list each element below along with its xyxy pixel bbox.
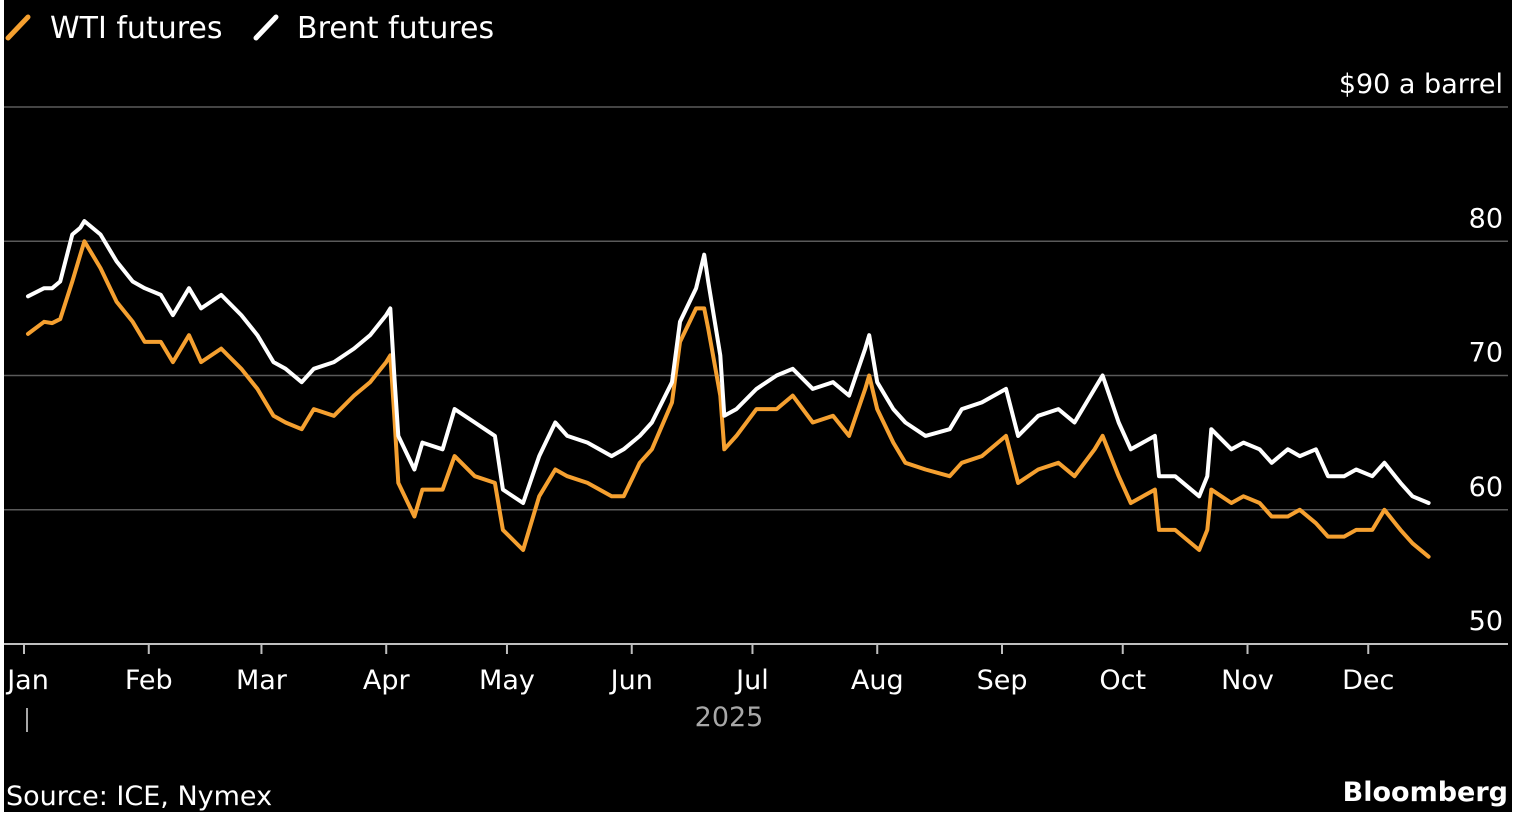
brent-legend-swatch (253, 14, 279, 41)
chart-container: WTI futures Brent futures $90 a barrel 80 7… (4, 0, 1512, 812)
x-tick-label: Mar (236, 665, 288, 696)
y-axis-tick-labels: $90 a barrel 80 70 60 50 (1339, 69, 1503, 637)
x-tick-label: Sep (977, 665, 1028, 696)
x-tick-label: May (479, 665, 535, 696)
wti-series-line (26, 239, 1431, 559)
series-lines (26, 219, 1431, 559)
x-tick-label: Apr (363, 665, 411, 696)
x-tick-label: Feb (125, 665, 173, 696)
x-tick-label: Jul (734, 665, 769, 696)
brent-series-line (26, 219, 1431, 505)
x-tick-label: Aug (851, 665, 904, 696)
y-tick-label: $90 a barrel (1339, 69, 1503, 100)
bloomberg-logo: Bloomberg (1343, 777, 1508, 808)
chart-background (4, 0, 1512, 812)
x-tick-label: Oct (1099, 665, 1146, 696)
oil-futures-chart: WTI futures Brent futures $90 a barrel 80 7… (4, 0, 1512, 812)
y-tick-label: 70 (1469, 338, 1503, 369)
wti-legend-swatch (5, 14, 31, 41)
x-axis: Jan Feb Mar Apr May Jun Jul Aug Sep Oct Nov Dec (5, 644, 1394, 732)
source-note: Source: ICE, Nymex (6, 781, 272, 812)
y-tick-label: 50 (1469, 606, 1503, 637)
y-tick-label: 80 (1469, 203, 1503, 234)
gridlines (4, 106, 1508, 645)
x-axis-label: 2025 (695, 702, 764, 733)
y-tick-label: 60 (1469, 472, 1503, 503)
brent-legend-label: Brent futures (297, 11, 494, 46)
x-tick-label: Dec (1342, 665, 1394, 696)
x-tick-label: Jan (5, 665, 49, 696)
legend: WTI futures Brent futures (5, 11, 494, 46)
x-tick-label: Nov (1221, 665, 1274, 696)
wti-legend-label: WTI futures (50, 11, 223, 46)
x-tick-label: Jun (609, 665, 653, 696)
